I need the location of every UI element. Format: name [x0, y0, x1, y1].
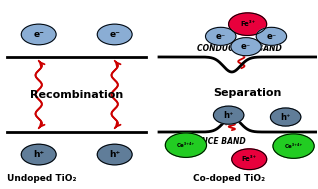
Text: h⁺: h⁺: [224, 111, 234, 120]
Text: h⁺: h⁺: [33, 150, 44, 159]
Text: Fe³⁺: Fe³⁺: [240, 21, 255, 27]
Text: Undoped TiO₂: Undoped TiO₂: [7, 174, 77, 183]
Text: VALENCE BAND: VALENCE BAND: [180, 137, 245, 146]
Text: e⁻: e⁻: [266, 32, 276, 41]
Text: e⁻: e⁻: [109, 30, 120, 39]
Text: Co-doped TiO₂: Co-doped TiO₂: [193, 174, 265, 183]
Text: h⁺: h⁺: [280, 112, 291, 122]
Text: Ce³⁺⁴⁺: Ce³⁺⁴⁺: [284, 144, 303, 149]
Circle shape: [213, 106, 244, 124]
Circle shape: [229, 13, 267, 35]
Text: e⁻: e⁻: [33, 30, 44, 39]
Circle shape: [165, 133, 206, 157]
Text: CONDUCTION BAND: CONDUCTION BAND: [197, 44, 282, 53]
Text: Recombination: Recombination: [30, 90, 123, 99]
Circle shape: [21, 144, 56, 165]
Text: h⁺: h⁺: [109, 150, 120, 159]
Circle shape: [97, 144, 132, 165]
Text: e⁻: e⁻: [241, 42, 251, 51]
Circle shape: [205, 27, 236, 45]
Circle shape: [270, 108, 301, 126]
Circle shape: [273, 134, 314, 158]
Text: e⁻: e⁻: [216, 32, 226, 41]
Circle shape: [97, 24, 132, 45]
Circle shape: [21, 24, 56, 45]
Circle shape: [256, 27, 287, 45]
Circle shape: [231, 38, 261, 56]
Text: Fe³⁺: Fe³⁺: [242, 156, 257, 162]
Circle shape: [232, 149, 267, 170]
Text: Separation: Separation: [213, 88, 282, 98]
Text: Ce³⁺⁴⁺: Ce³⁺⁴⁺: [177, 143, 195, 148]
